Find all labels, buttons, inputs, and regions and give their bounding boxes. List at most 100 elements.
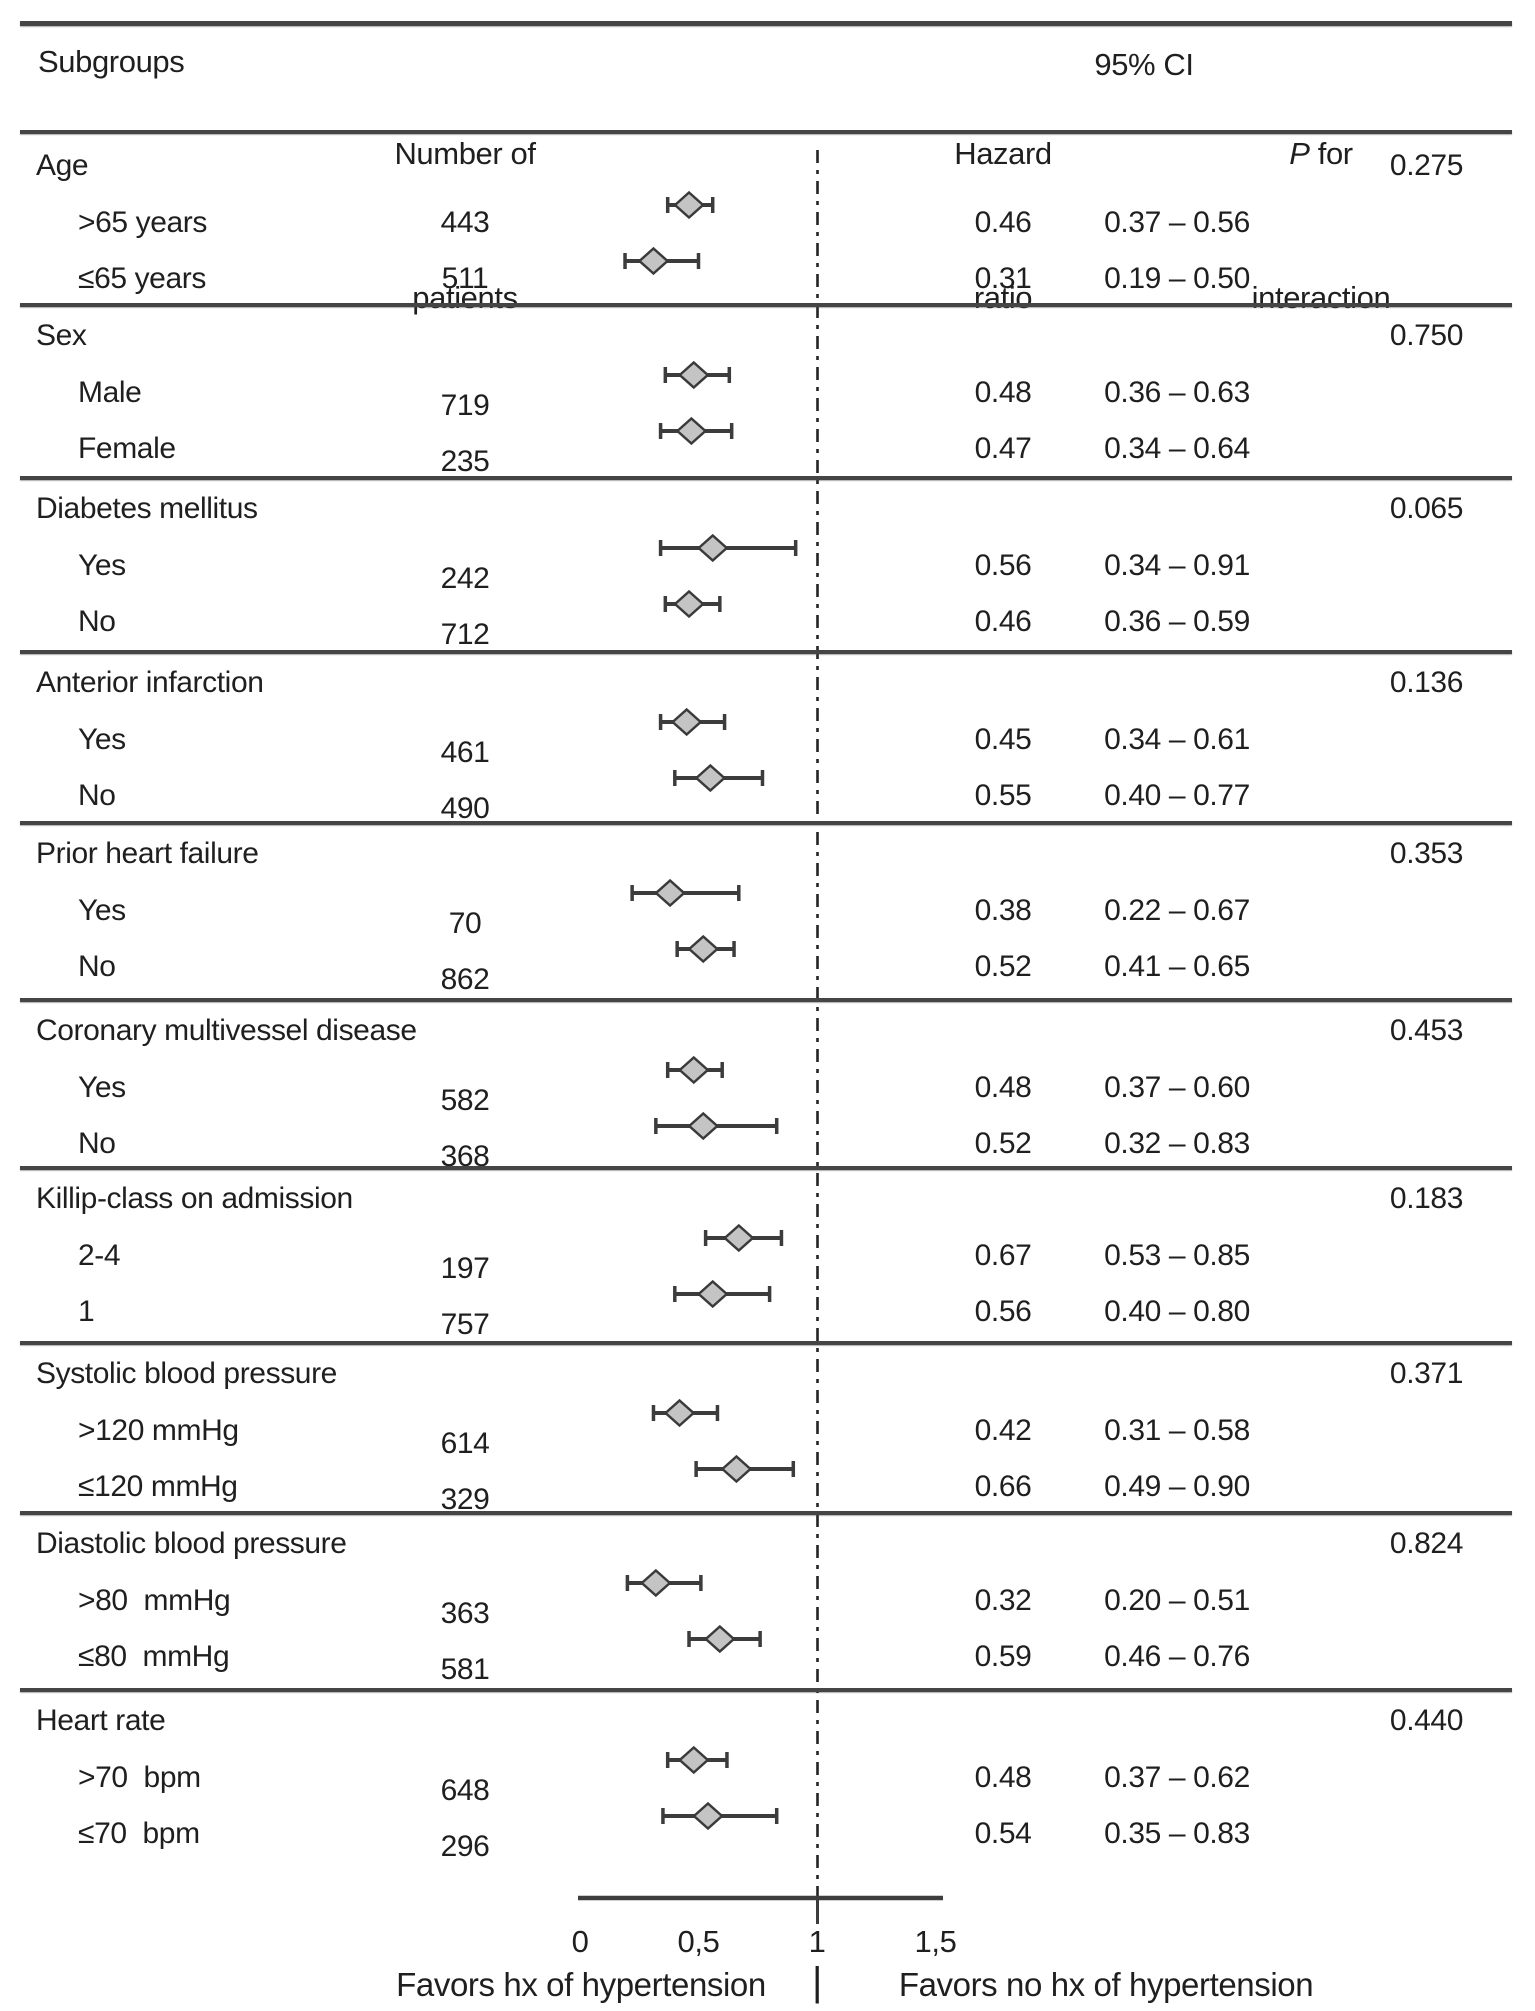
row-hr: 0.47 [974,432,1032,465]
row-hr: 0.66 [974,1470,1032,1503]
hr-diamond-marker [637,246,670,276]
p-interaction-value: 0.371 [1389,1357,1463,1390]
top-rule [20,21,1512,26]
row-label: ≤65 years [78,262,206,295]
row-label: ≤80 mmHg [78,1640,230,1673]
group-label: Anterior infarction [36,666,264,699]
row-hr: 0.52 [974,950,1032,983]
hr-diamond-marker [670,707,703,737]
hr-diamond-marker [692,1801,724,1831]
group-label: Systolic blood pressure [36,1357,337,1390]
hr-diamond-marker [673,190,705,220]
row-label: No [78,605,116,638]
row-label: Male [78,376,142,409]
row-ci: 0.37 – 0.56 [1104,206,1250,239]
group-separator [20,650,1512,654]
row-ci: 0.34 – 0.91 [1104,549,1250,582]
row-n: 581 [440,1653,490,1686]
row-ci: 0.37 – 0.62 [1104,1761,1250,1794]
row-n: 719 [440,389,490,422]
row-hr: 0.56 [974,1295,1032,1328]
row-ci: 0.32 – 0.83 [1104,1127,1250,1160]
group-separator [20,1511,1512,1515]
column-header-patients-line1: Number of [394,136,536,171]
row-n: 70 [448,907,482,940]
column-header-patients-line2: patients [412,280,518,315]
row-ci: 0.40 – 0.77 [1104,779,1250,812]
row-n: 242 [440,562,490,595]
column-header-patients: Number of patients [340,34,590,418]
row-hr: 0.52 [974,1127,1032,1160]
row-label: >80 mmHg [78,1584,231,1617]
row-label: >65 years [78,206,207,239]
group-label: Diastolic blood pressure [36,1527,347,1560]
hr-diamond-marker [677,1055,710,1085]
row-label: No [78,1127,116,1160]
p-rest: for [1309,136,1353,171]
axis-tick-label: 0,5 [677,1924,720,1959]
row-label: ≤70 bpm [78,1817,200,1850]
header-rule [20,130,1512,134]
group-label: Age [36,149,89,182]
axis-tick-label: 1,5 [914,1924,957,1959]
row-label: ≤120 mmHg [78,1470,238,1503]
hr-diamond-marker [663,1398,696,1428]
axis-tick-label: 1 [808,1924,826,1959]
axis-label-favors-right: Favors no hx of hypertension [898,1966,1314,2003]
column-header-subgroups: Subgroups [38,44,185,79]
row-hr: 0.55 [974,779,1032,812]
row-hr: 0.48 [974,1071,1032,1104]
group-separator [20,821,1512,825]
row-hr: 0.67 [974,1239,1032,1272]
row-hr: 0.54 [974,1817,1032,1850]
row-n: 648 [440,1774,490,1807]
column-header-hazard-ratio-line2: ratio [973,280,1033,315]
row-n: 197 [440,1252,490,1285]
axis-label-favors-left: Favors hx of hypertension [396,1966,766,2003]
row-n: 461 [440,736,490,769]
row-ci: 0.36 – 0.63 [1104,376,1250,409]
row-n: 614 [440,1427,490,1460]
row-hr: 0.46 [974,605,1032,638]
group-label: Prior heart failure [36,837,259,870]
hr-diamond-marker [720,1454,753,1484]
row-ci: 0.35 – 0.83 [1104,1817,1250,1850]
hr-diamond-marker [654,878,686,908]
p-interaction-value: 0.453 [1389,1014,1463,1047]
column-header-hazard-ratio-line1: Hazard [954,136,1052,171]
row-ci: 0.34 – 0.61 [1104,723,1250,756]
hr-diamond-marker [673,589,705,619]
row-hr: 0.42 [974,1414,1032,1447]
row-hr: 0.38 [974,894,1032,927]
hr-diamond-marker [675,416,708,446]
row-label: Yes [78,1071,126,1104]
row-ci: 0.53 – 0.85 [1104,1239,1250,1272]
row-ci: 0.19 – 0.50 [1104,262,1250,295]
markers-layer [623,190,798,1831]
row-hr: 0.46 [974,206,1032,239]
p-interaction-value: 0.275 [1389,149,1463,182]
row-hr: 0.45 [974,723,1032,756]
row-n: 582 [440,1084,490,1117]
row-label: Yes [78,723,126,756]
column-header-hazard-ratio: Hazard ratio [923,34,1083,418]
group-separator [20,998,1512,1002]
column-header-ci: 95% CI [1094,47,1194,82]
row-label: No [78,950,116,983]
hr-diamond-marker [696,1279,729,1309]
p-interaction-value: 0.183 [1389,1182,1463,1215]
row-ci: 0.22 – 0.67 [1104,894,1250,927]
row-label: 1 [78,1295,95,1328]
row-n: 296 [440,1830,490,1863]
p-italic: P [1289,136,1310,171]
row-ci: 0.37 – 0.60 [1104,1071,1250,1104]
group-separator [20,1341,1512,1345]
group-separator [20,1166,1512,1170]
row-ci: 0.34 – 0.64 [1104,432,1250,465]
group-label: Diabetes mellitus [36,492,258,525]
p-interaction-value: 0.136 [1389,666,1463,699]
axis-divider-bar: | [812,1960,822,2004]
group-label: Killip-class on admission [36,1182,353,1215]
